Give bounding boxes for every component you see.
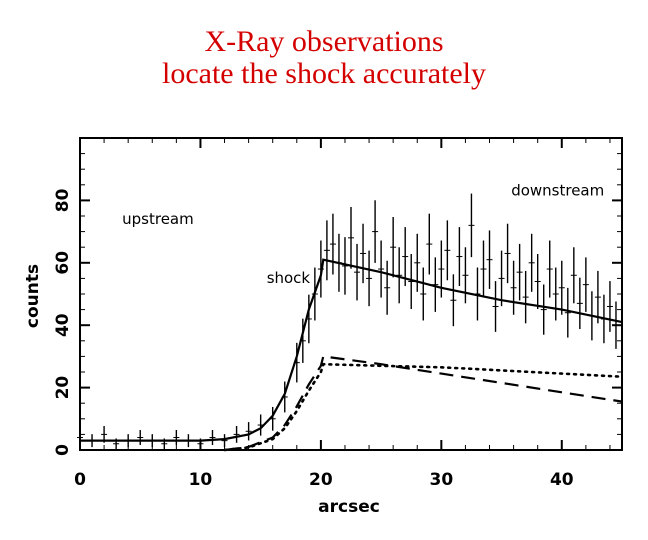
y-tick-label: 60	[53, 251, 73, 275]
slide-title-line-2: locate the shock accurately	[162, 57, 486, 90]
axis-ticks	[79, 137, 622, 451]
series-line-solid	[80, 258, 623, 442]
y-tick-label: 40	[53, 313, 73, 337]
y-axis-title: counts	[23, 264, 43, 328]
x-tick-label: 40	[550, 470, 574, 490]
series-layer	[77, 193, 624, 452]
annotation-shock: shock	[267, 269, 311, 287]
x-tick-labels: 0 10 20 30 40	[74, 470, 574, 490]
annotation-upstream: upstream	[122, 210, 194, 228]
annotations: upstream shock downstream	[122, 182, 604, 287]
series-line-dotted	[223, 362, 624, 452]
y-tick-label: 0	[53, 444, 73, 456]
y-tick-label: 20	[53, 376, 73, 400]
y-tick-label: 80	[53, 188, 73, 212]
y-tick-labels: 0 20 40 60 80	[53, 188, 73, 456]
x-tick-label: 20	[309, 470, 333, 490]
x-tick-label: 0	[74, 470, 86, 490]
annotation-downstream: downstream	[511, 182, 604, 200]
x-axis-title: arcsec	[318, 497, 380, 517]
slide-title-line-1: X-Ray observations	[204, 25, 444, 58]
x-tick-label: 30	[429, 470, 453, 490]
x-tick-label: 10	[189, 470, 213, 490]
